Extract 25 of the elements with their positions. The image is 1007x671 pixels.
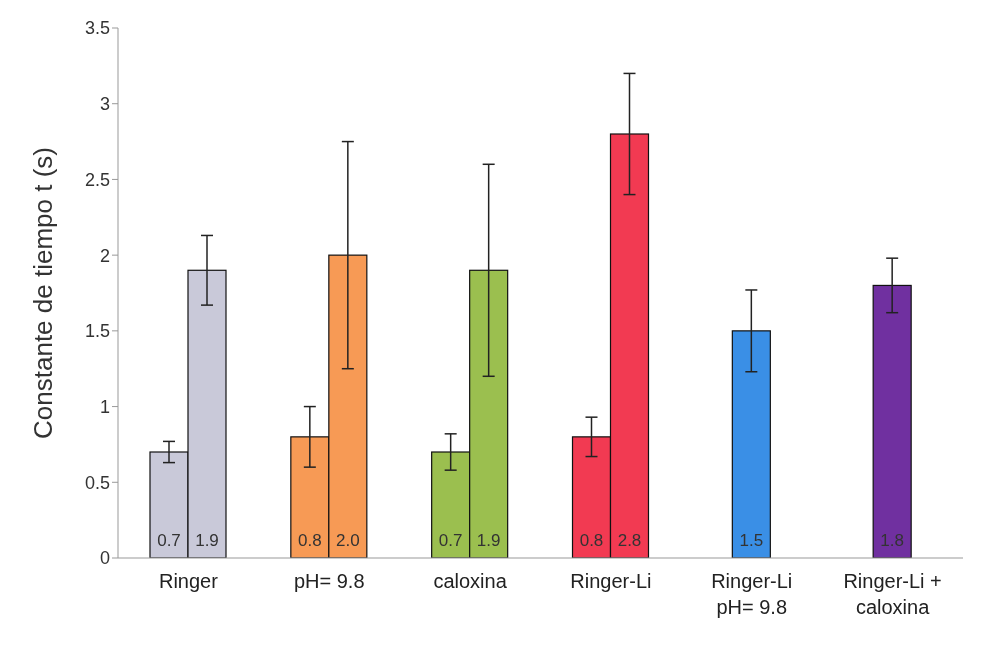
- x-tick-label: Ringer-Li + caloxina: [843, 570, 942, 618]
- y-tick-label: 0.5: [84, 472, 110, 493]
- data-label: 1.9: [476, 531, 501, 550]
- x-tick-label: Ringer-Li: [570, 570, 652, 592]
- y-axis-title: Constante de tiempo t (s): [28, 147, 59, 439]
- x-tick-label: Ringer-Li pH= 9.8: [711, 570, 793, 618]
- y-tick-label: 1.5: [84, 321, 110, 342]
- data-label: 2.0: [336, 531, 360, 550]
- data-label: 0.8: [579, 531, 604, 550]
- data-label: 1.8: [880, 531, 904, 550]
- x-tick-label: caloxina: [433, 570, 508, 592]
- data-label: 2.8: [617, 531, 642, 550]
- y-tick-label: 0: [99, 548, 110, 569]
- data-label: 1.9: [195, 531, 219, 550]
- data-label: 1.5: [739, 531, 764, 550]
- data-label: 0.7: [438, 531, 463, 550]
- y-tick-label: 3.5: [84, 18, 110, 39]
- y-tick-label: 1: [99, 396, 110, 417]
- y-tick-label: 3: [99, 94, 110, 115]
- x-tick-label: Ringer: [158, 570, 219, 592]
- x-tick-label: pH= 9.8: [293, 570, 365, 592]
- y-tick-label: 2.5: [84, 169, 110, 190]
- y-tick-label: 2: [99, 245, 110, 266]
- data-label: 0.8: [298, 531, 322, 550]
- data-label: 0.7: [157, 531, 181, 550]
